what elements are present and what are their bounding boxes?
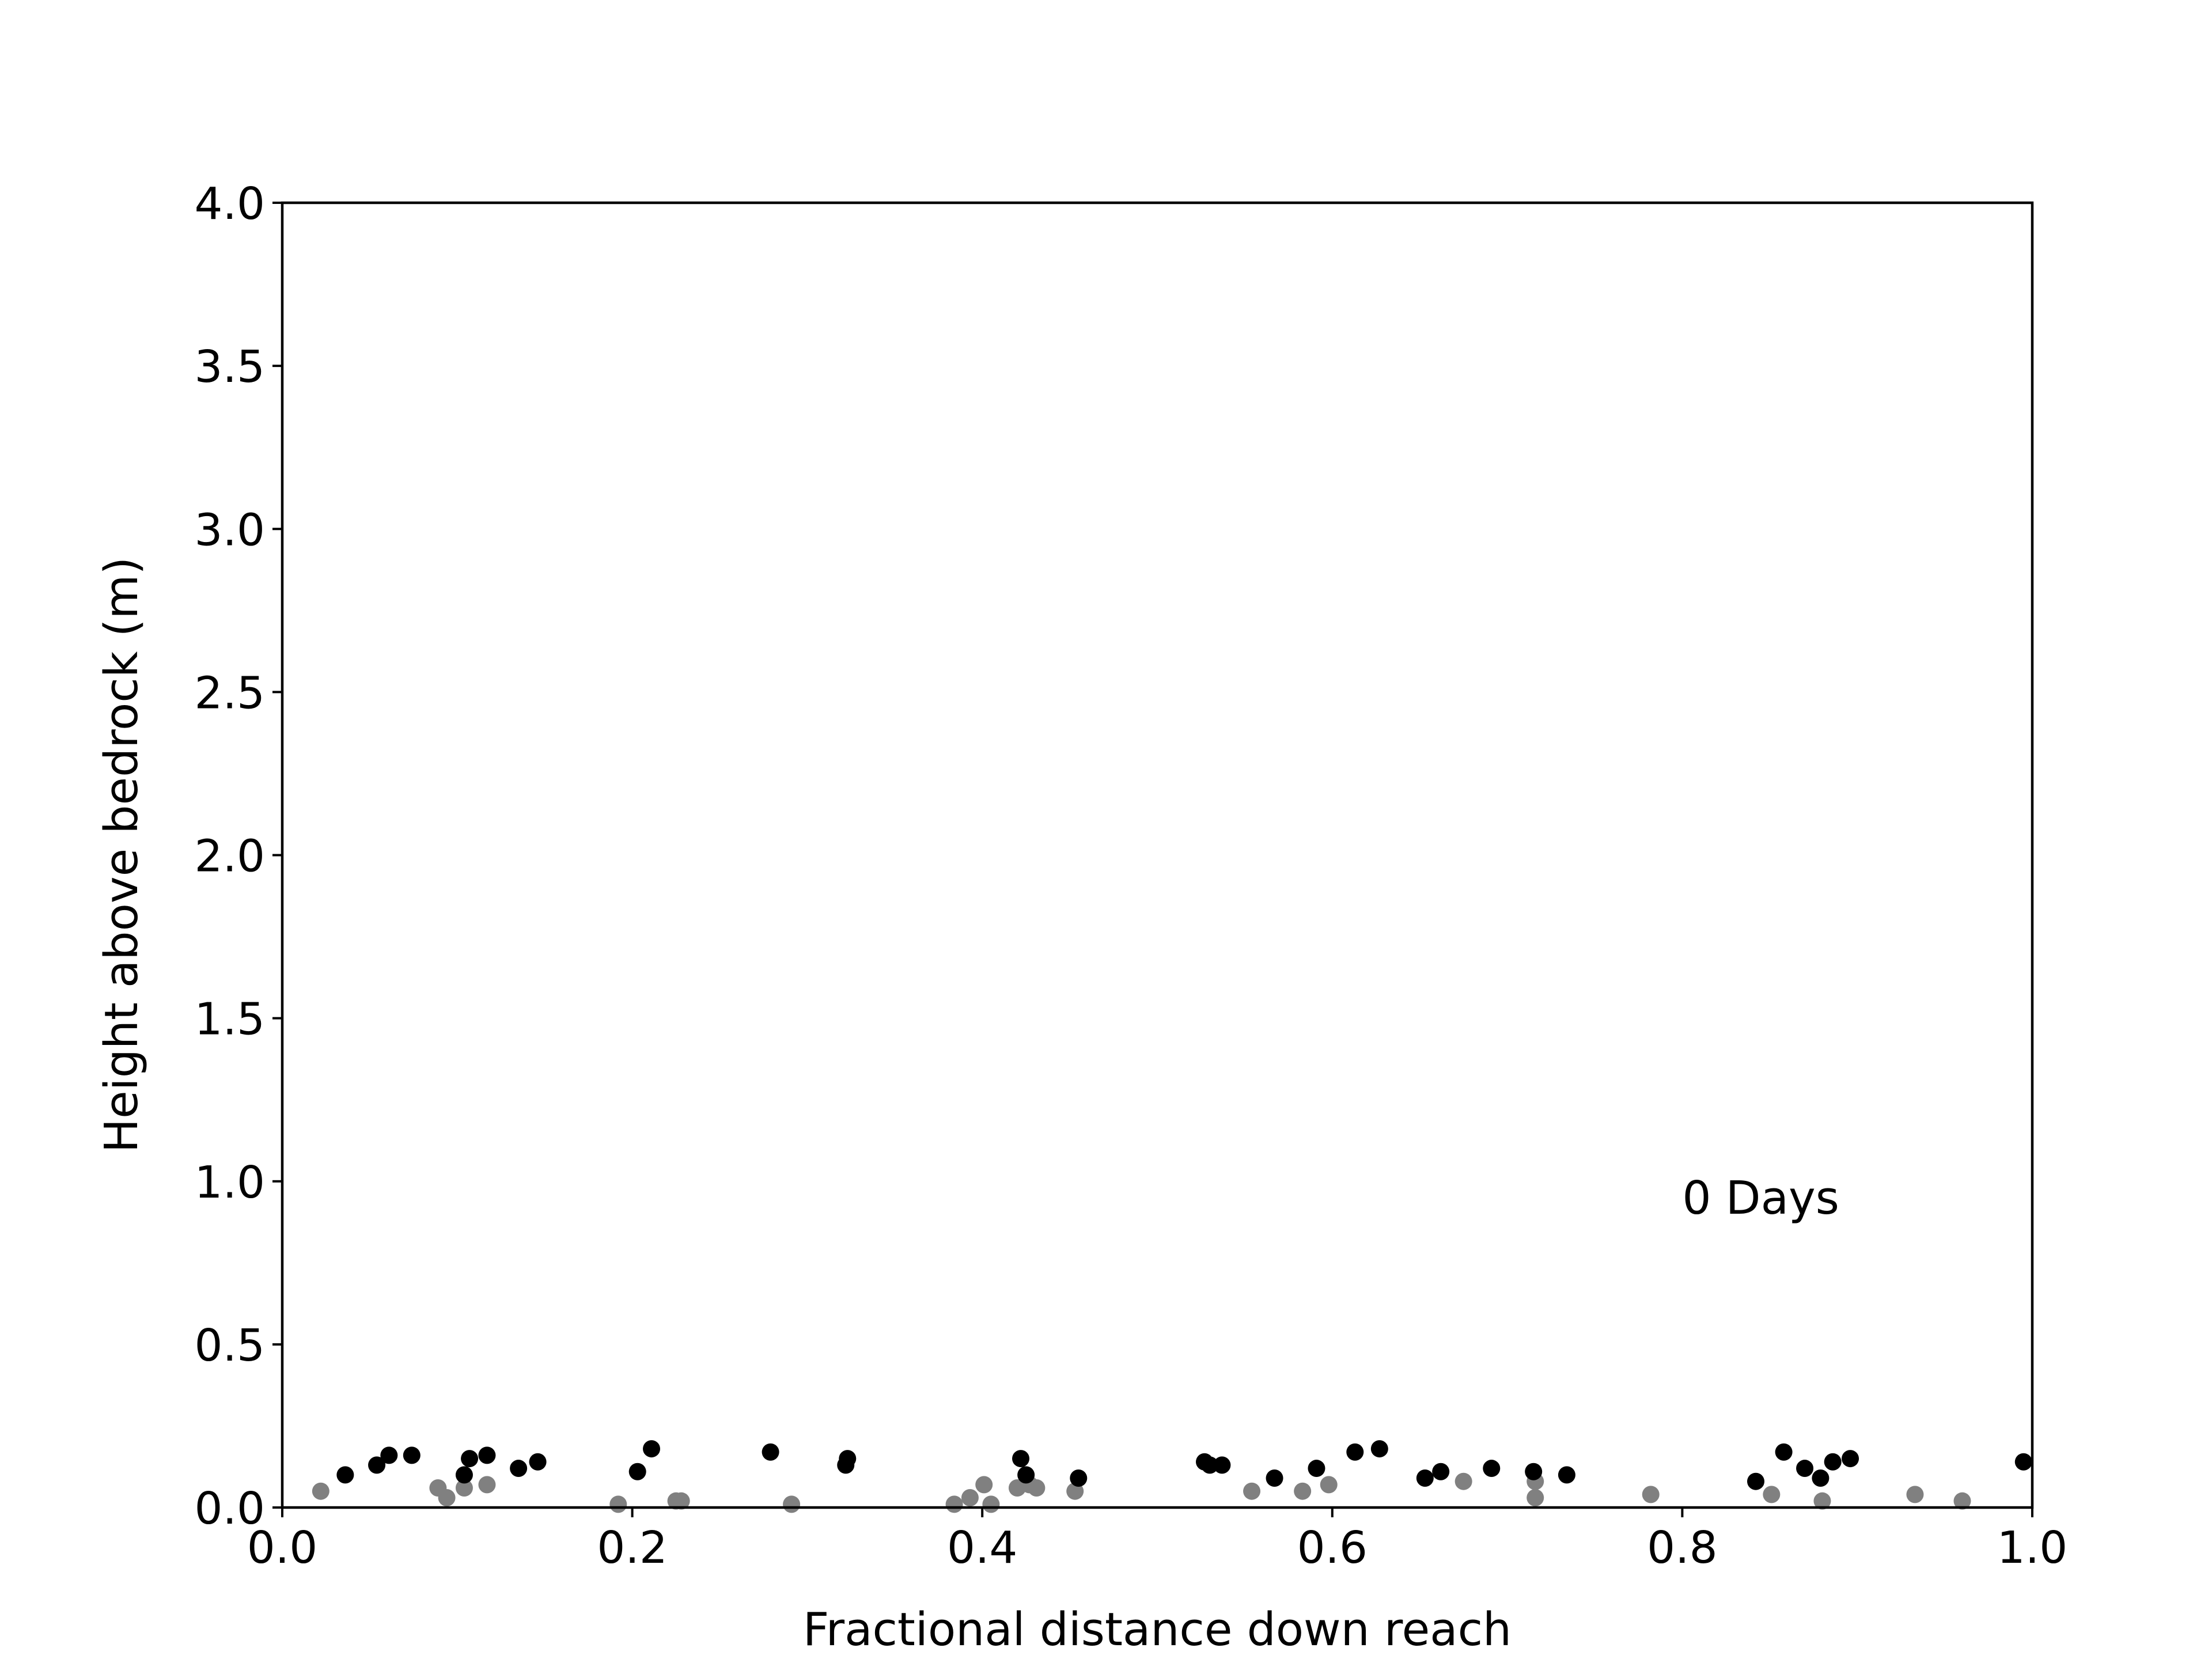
black-point — [461, 1450, 479, 1468]
black-point — [1012, 1450, 1030, 1468]
y-tick-label: 0.0 — [195, 1483, 265, 1535]
days-annotation: 0 Days — [1682, 1172, 1839, 1225]
y-tick-label: 3.0 — [195, 505, 265, 556]
grey-point — [609, 1495, 627, 1513]
grey-point — [1527, 1489, 1544, 1507]
black-point — [762, 1443, 779, 1461]
black-point — [1812, 1469, 1830, 1487]
black-point — [1213, 1456, 1231, 1474]
grey-point — [1906, 1486, 1924, 1503]
black-point — [336, 1466, 354, 1484]
black-point — [1525, 1463, 1543, 1480]
plot-frame — [281, 201, 2034, 1509]
grey-point — [1953, 1492, 1971, 1510]
black-point — [1558, 1466, 1575, 1484]
black-point — [1796, 1460, 1814, 1478]
black-point — [1266, 1469, 1283, 1487]
y-tick-label: 1.0 — [195, 1157, 265, 1209]
x-axis-label: Fractional distance down reach — [803, 1603, 1512, 1656]
black-point — [839, 1450, 857, 1468]
black-point — [510, 1460, 528, 1478]
black-point — [1747, 1472, 1764, 1490]
grey-point — [1028, 1479, 1046, 1497]
black-point — [380, 1446, 398, 1464]
grey-point — [672, 1492, 690, 1510]
y-tick-label: 0.5 — [195, 1320, 265, 1372]
black-point — [1432, 1463, 1450, 1480]
black-point — [1824, 1453, 1842, 1471]
grey-point — [1066, 1482, 1084, 1500]
grey-point — [982, 1495, 1000, 1513]
black-point — [1017, 1466, 1035, 1484]
black-point — [1416, 1469, 1434, 1487]
black-point — [1346, 1443, 1364, 1461]
black-point — [1308, 1460, 1325, 1478]
black-point — [1370, 1440, 1388, 1458]
y-axis-label: Height above bedrock (m) — [95, 557, 148, 1153]
x-axis-ticks: 0.0 0.2 0.4 0.6 0.8 1.0 — [247, 1508, 2067, 1574]
black-point — [1775, 1443, 1793, 1461]
black-point — [478, 1446, 496, 1464]
x-tick-label: 1.0 — [1997, 1522, 2067, 1574]
grey-point — [945, 1495, 963, 1513]
x-tick-label: 0.0 — [247, 1522, 317, 1574]
grey-point — [312, 1482, 329, 1500]
x-tick-label: 0.4 — [947, 1522, 1017, 1574]
grey-point — [438, 1489, 456, 1507]
y-tick-label: 2.0 — [195, 831, 265, 882]
y-tick-label: 4.0 — [195, 179, 265, 230]
grey-point — [1813, 1492, 1831, 1510]
y-tick-label: 2.5 — [195, 668, 265, 719]
x-tick-label: 0.2 — [597, 1522, 667, 1574]
black-point — [1842, 1450, 1859, 1468]
grey-point — [1455, 1472, 1472, 1490]
grey-point — [478, 1476, 496, 1494]
grey-point — [1243, 1482, 1261, 1500]
grey-point — [1320, 1476, 1338, 1494]
black-point — [529, 1453, 547, 1471]
black-point — [455, 1466, 473, 1484]
grey-point — [1763, 1486, 1781, 1503]
grey-point — [455, 1479, 473, 1497]
black-point — [368, 1456, 386, 1474]
grey-point — [961, 1489, 979, 1507]
x-tick-label: 0.8 — [1647, 1522, 1717, 1574]
y-tick-label: 1.5 — [195, 994, 265, 1046]
data-points — [312, 1440, 2032, 1513]
black-point — [643, 1440, 661, 1458]
grey-point — [975, 1476, 993, 1494]
black-point — [1201, 1456, 1219, 1474]
black-point — [2014, 1453, 2032, 1471]
black-point — [1483, 1460, 1501, 1478]
black-point — [1070, 1469, 1088, 1487]
y-tick-label: 3.5 — [195, 342, 265, 393]
grey-point — [783, 1495, 801, 1513]
grey-point — [1642, 1486, 1660, 1503]
y-axis-ticks: 0.0 0.5 1.0 1.5 2.0 2.5 3.0 3.5 4.0 — [195, 179, 282, 1535]
black-point — [403, 1446, 421, 1464]
grey-point — [1294, 1482, 1312, 1500]
x-tick-label: 0.6 — [1297, 1522, 1368, 1574]
black-point — [628, 1463, 646, 1480]
